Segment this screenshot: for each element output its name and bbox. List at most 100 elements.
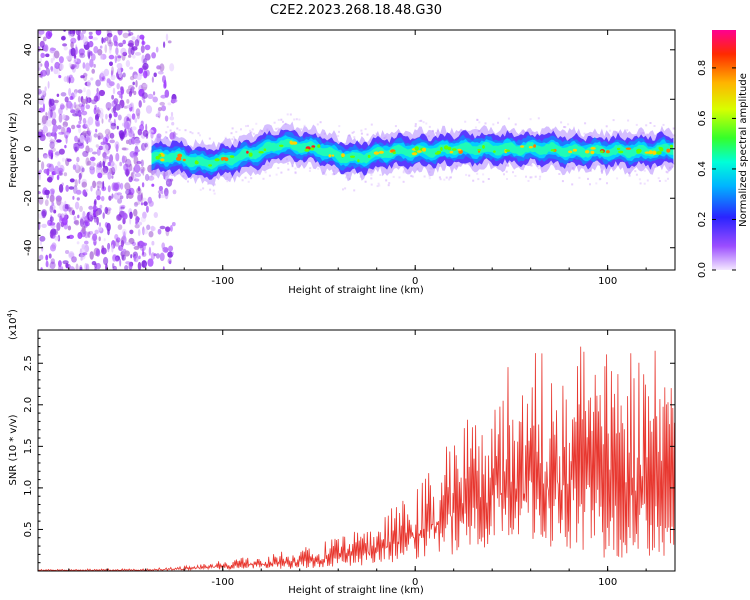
noise-blob — [104, 206, 109, 214]
noise-blob — [123, 121, 130, 130]
noise-blob — [118, 42, 124, 47]
noise-blob — [88, 205, 94, 210]
noise-blob — [124, 241, 131, 246]
noise-blob — [75, 162, 79, 170]
scatter-dot — [573, 126, 575, 129]
colorbar-tick-label: 0.2 — [697, 212, 708, 228]
noise-blob — [125, 169, 129, 177]
noise-blob — [54, 61, 61, 70]
scatter-dot — [319, 121, 322, 124]
noise-blob — [69, 74, 73, 79]
noise-blob — [133, 90, 137, 96]
noise-blob — [84, 215, 89, 223]
noise-blob — [113, 111, 118, 118]
scatter-dot — [337, 135, 340, 137]
noise-blob — [77, 96, 81, 103]
noise-blob — [46, 132, 52, 137]
noise-blob — [84, 240, 89, 245]
colorbar-gradient — [712, 30, 736, 270]
noise-blob — [42, 153, 48, 159]
scatter-dot — [240, 128, 242, 131]
scatter-dot — [578, 176, 581, 179]
scatter-dot — [287, 162, 289, 165]
noise-blob — [49, 204, 56, 210]
noise-blob — [45, 260, 49, 268]
scatter-dot — [331, 173, 334, 176]
noise-blob — [54, 165, 60, 175]
scatter-dot — [537, 117, 540, 120]
scatter-dot — [418, 120, 421, 122]
noise-blob — [159, 63, 165, 72]
noise-blob — [120, 240, 125, 247]
y-tick-label: 20 — [23, 93, 34, 106]
scatter-dot — [398, 176, 401, 179]
noise-blob — [133, 255, 139, 263]
ridge-hotspot — [317, 144, 321, 148]
noise-blob — [114, 103, 121, 111]
noise-blob — [125, 189, 132, 196]
noise-blob — [167, 251, 174, 258]
noise-blob — [115, 152, 120, 162]
scatter-dot — [175, 133, 178, 136]
noise-blob — [132, 133, 136, 139]
noise-blob — [62, 203, 69, 212]
scatter-dot — [538, 178, 541, 181]
noise-blob — [87, 49, 91, 58]
noise-blob — [75, 189, 82, 195]
noise-blob — [99, 54, 104, 60]
noise-blob — [58, 131, 65, 135]
noise-blob — [72, 195, 75, 200]
noise-blob — [41, 245, 44, 252]
noise-blob — [158, 185, 163, 192]
noise-blob — [102, 165, 109, 174]
scatter-dot — [646, 133, 649, 136]
noise-blob — [82, 252, 88, 256]
noise-blob — [60, 126, 66, 135]
ridge-hotspot — [367, 154, 371, 158]
scatter-dot — [649, 122, 652, 124]
noise-blob — [145, 105, 153, 114]
noise-blob — [43, 155, 49, 159]
scatter-dot — [385, 179, 388, 182]
noise-blob — [49, 47, 55, 54]
scatter-dot — [514, 123, 517, 126]
noise-blob — [78, 172, 82, 180]
noise-blob — [68, 266, 75, 270]
noise-blob — [65, 250, 70, 254]
noise-blob — [168, 245, 174, 252]
ridge-hotspot — [670, 144, 673, 148]
noise-blob — [96, 87, 99, 94]
noise-blob — [130, 46, 135, 56]
noise-blob — [65, 102, 69, 111]
ridge-hotspot — [208, 164, 213, 167]
ridge-hotspot — [434, 152, 440, 155]
ridge-hotspot — [229, 155, 235, 158]
noise-blob — [104, 44, 108, 54]
noise-blob — [151, 183, 155, 187]
ridge-hotspot — [666, 148, 671, 153]
noise-blob — [99, 204, 103, 209]
ridge-hotspot — [248, 152, 253, 157]
noise-blob — [68, 33, 74, 38]
noise-blob — [143, 201, 148, 207]
noise-blob — [63, 172, 68, 177]
scatter-dot — [294, 167, 297, 170]
scatter-dot — [293, 118, 296, 121]
noise-blob — [90, 77, 94, 81]
scatter-dot — [571, 183, 574, 186]
noise-blob — [165, 226, 171, 232]
noise-blob — [130, 136, 136, 145]
scatter-dot — [507, 117, 510, 120]
noise-blob — [63, 76, 68, 83]
scatter-dot — [512, 171, 514, 174]
y-tick-label: -20 — [23, 190, 34, 206]
ridge-hotspot — [414, 146, 419, 151]
noise-blob — [148, 246, 152, 256]
snr-multiplier-base: (x10 — [8, 317, 19, 340]
noise-blob — [120, 86, 123, 91]
noise-blob — [57, 125, 62, 130]
noise-blob — [142, 228, 149, 235]
noise-blob — [61, 114, 66, 120]
noise-blob — [101, 186, 107, 192]
noise-blob — [85, 104, 91, 110]
